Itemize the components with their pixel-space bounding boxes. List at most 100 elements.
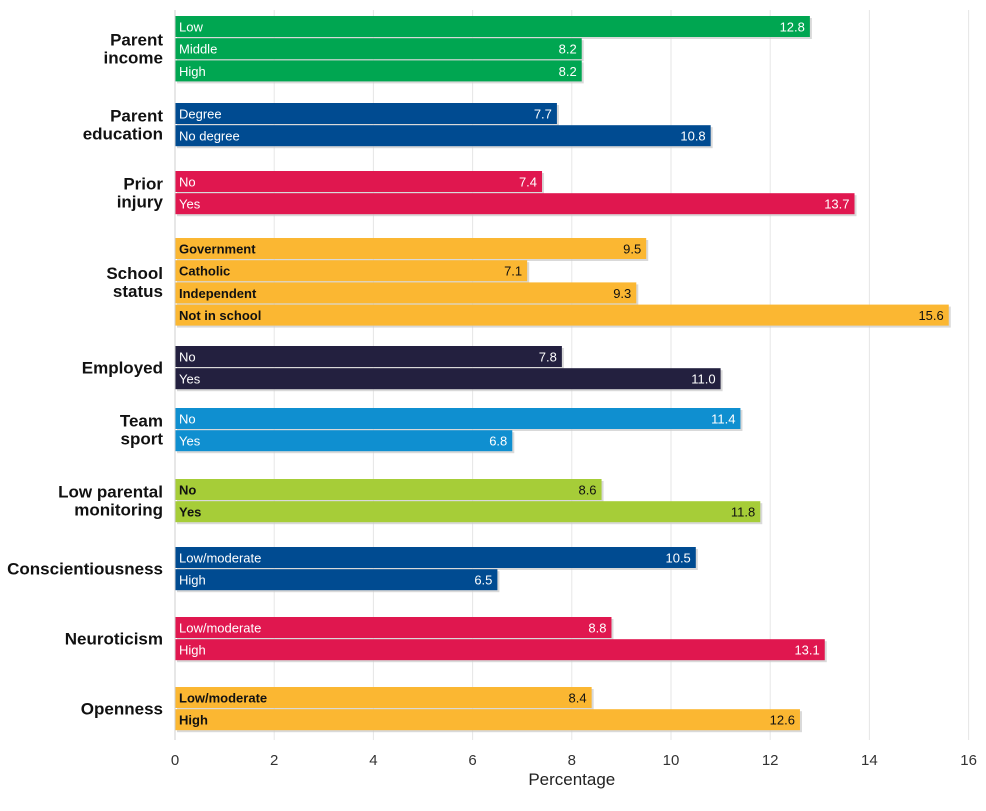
bar-item: Middle 8.2 <box>175 38 584 62</box>
bar-item: Independent 9.3 <box>175 282 639 306</box>
bar-category-label: No degree <box>179 129 240 144</box>
bar <box>175 304 949 326</box>
bar-item: Low 12.8 <box>175 16 812 39</box>
bar-value-label: 8.2 <box>559 64 577 79</box>
bar-category-label: High <box>179 713 208 728</box>
bar-item: High 6.5 <box>175 569 500 593</box>
bar-value-label: 8.4 <box>569 691 587 706</box>
bar-value-label: 13.7 <box>824 197 849 212</box>
group-label: Prior <box>123 175 163 194</box>
bar-category-label: Low/moderate <box>179 621 261 636</box>
bar-category-label: Independent <box>179 286 257 301</box>
bar-category-label: Not in school <box>179 308 261 323</box>
bar <box>175 368 721 390</box>
bar <box>175 639 825 661</box>
bar-category-label: Yes <box>179 434 201 449</box>
bar-value-label: 11.8 <box>731 505 755 520</box>
bar-value-label: 9.3 <box>613 286 631 301</box>
bar <box>175 193 855 215</box>
bar-item: No 7.8 <box>175 346 564 369</box>
group-label: Parent <box>110 107 163 126</box>
group-label: Parent <box>110 31 163 50</box>
bar <box>175 16 810 37</box>
bar-item: Not in school 15.6 <box>175 304 951 328</box>
bar-item: Low/moderate 8.4 <box>175 687 594 710</box>
bar-category-label: Degree <box>179 107 222 122</box>
x-tick-label: 0 <box>171 752 179 769</box>
bar-value-label: 8.8 <box>588 621 606 636</box>
bar-item: Yes 13.7 <box>175 193 857 217</box>
bar-item: No degree 10.8 <box>175 125 713 149</box>
bar-value-label: 7.7 <box>534 107 552 122</box>
group-label: monitoring <box>74 501 163 520</box>
bar <box>175 687 592 708</box>
bar <box>175 38 582 60</box>
bar-value-label: 7.8 <box>539 350 557 365</box>
bar-item: High 13.1 <box>175 639 827 663</box>
bar-value-label: 8.6 <box>578 483 596 498</box>
bar <box>175 238 647 259</box>
bar-value-label: 11.0 <box>691 372 715 387</box>
group-label: Openness <box>81 700 163 719</box>
bar <box>175 60 582 82</box>
bar <box>175 282 637 304</box>
group-label: status <box>113 282 163 301</box>
bar-category-label: Yes <box>179 505 201 520</box>
x-tick-label: 2 <box>270 752 278 769</box>
bar <box>175 346 562 367</box>
bar-value-label: 7.1 <box>504 264 522 279</box>
x-tick-label: 14 <box>861 752 878 769</box>
bar-category-label: Low/moderate <box>179 691 267 706</box>
bar-category-label: Catholic <box>179 264 230 279</box>
group-label: sport <box>121 430 164 449</box>
bar-item: Low/moderate 8.8 <box>175 617 614 640</box>
x-tick-label: 4 <box>369 752 377 769</box>
bar-item: No 11.4 <box>175 408 743 431</box>
group-label: Conscientiousness <box>7 560 163 579</box>
bar-value-label: 13.1 <box>794 643 819 658</box>
bar-item: Government 9.5 <box>175 238 649 261</box>
bar-category-label: Yes <box>179 197 201 212</box>
bar <box>175 430 513 452</box>
bar <box>175 709 800 731</box>
bar-value-label: 7.4 <box>519 175 537 190</box>
bar-item: No 7.4 <box>175 171 545 194</box>
x-tick-label: 12 <box>762 752 779 769</box>
bar-value-label: 11.4 <box>711 412 735 427</box>
bar-category-label: Government <box>179 242 256 257</box>
bar <box>175 479 602 500</box>
bar-category-label: No <box>179 350 196 365</box>
bar-value-label: 10.8 <box>680 129 705 144</box>
group-label: Neuroticism <box>65 630 163 649</box>
x-tick-label: 16 <box>960 752 977 769</box>
bar-item: Yes 11.8 <box>175 501 763 525</box>
group-label: injury <box>117 193 164 212</box>
bar-item: High 8.2 <box>175 60 584 84</box>
bar-category-label: Yes <box>179 372 201 387</box>
bar-value-label: 6.5 <box>474 573 492 588</box>
group-label: Low parental <box>58 483 163 502</box>
group-label: income <box>103 49 163 68</box>
bar-item: Yes 6.8 <box>175 430 515 454</box>
bar <box>175 260 528 282</box>
group-label: Team <box>120 412 163 431</box>
bar <box>175 103 557 124</box>
bar <box>175 547 696 568</box>
group-label: School <box>106 264 163 283</box>
bar <box>175 408 741 429</box>
group-label: education <box>83 125 163 144</box>
bar-category-label: Middle <box>179 42 217 57</box>
bar <box>175 617 612 638</box>
bar-item: Low/moderate 10.5 <box>175 547 698 570</box>
bar-value-label: 12.6 <box>770 713 795 728</box>
bar-value-label: 15.6 <box>918 308 943 323</box>
bar-value-label: 12.8 <box>780 20 805 35</box>
bar-category-label: No <box>179 412 196 427</box>
bar-value-label: 6.8 <box>489 434 507 449</box>
group-label: Employed <box>82 359 163 378</box>
bar-item: Catholic 7.1 <box>175 260 530 284</box>
bar <box>175 171 543 192</box>
bar-item: High 12.6 <box>175 709 802 733</box>
bar-value-label: 8.2 <box>559 42 577 57</box>
